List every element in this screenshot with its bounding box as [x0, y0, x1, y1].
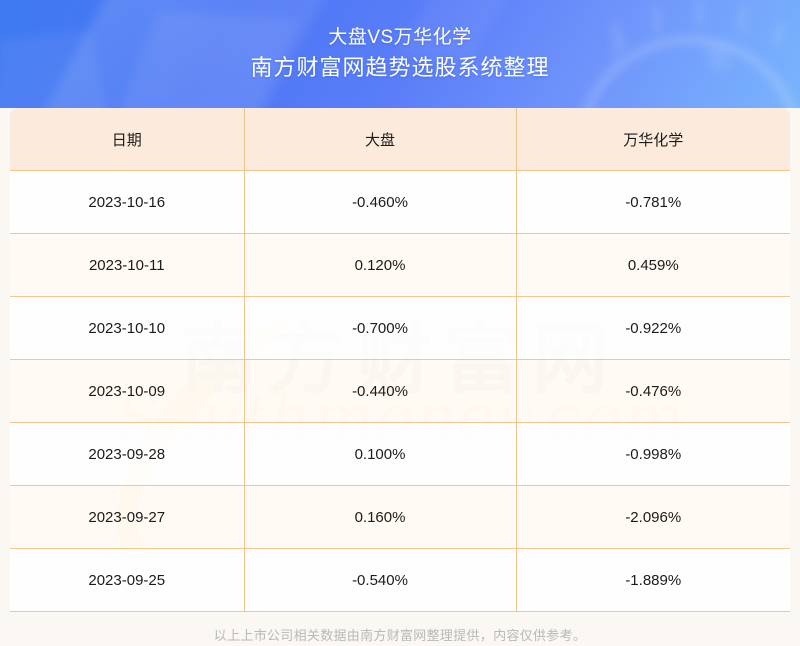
- cell-date: 2023-09-25: [10, 548, 245, 612]
- cell-stock: -1.889%: [516, 548, 790, 612]
- table-row: 2023-09-25 -0.540% -1.889%: [10, 548, 790, 612]
- table-row: 2023-10-10 -0.700% -0.922%: [10, 296, 790, 360]
- cell-date: 2023-10-16: [10, 170, 245, 234]
- cell-date: 2023-09-28: [10, 422, 245, 486]
- cell-date: 2023-10-10: [10, 296, 245, 360]
- disclaimer-text: 以上上市公司相关数据由南方财富网整理提供，内容仅供参考。: [213, 627, 587, 643]
- cell-date: 2023-10-09: [10, 359, 245, 423]
- cell-market: 0.120%: [244, 233, 517, 297]
- cell-stock: -0.922%: [516, 296, 790, 360]
- page-title: 大盘VS万华化学: [328, 26, 472, 48]
- cell-market: 0.100%: [244, 422, 517, 486]
- table-row: 2023-09-27 0.160% -2.096%: [10, 485, 790, 549]
- cell-market: -0.700%: [244, 296, 517, 360]
- table-container: 南方财富网 Southmoney.com 日期 大盘 万华化学 2023-10-…: [10, 108, 790, 612]
- cell-market: -0.440%: [244, 359, 517, 423]
- cell-market: -0.540%: [244, 548, 517, 612]
- table-row: 2023-10-16 -0.460% -0.781%: [10, 170, 790, 234]
- column-header-stock: 万华化学: [516, 108, 790, 171]
- column-header-date: 日期: [10, 108, 245, 171]
- cell-stock: 0.459%: [516, 233, 790, 297]
- page-header-banner: F 大盘VS万华化学 南方财富网趋势选股系统整理: [0, 0, 800, 108]
- page-footer: 以上上市公司相关数据由南方财富网整理提供，内容仅供参考。: [0, 612, 800, 646]
- page-subtitle: 南方财富网趋势选股系统整理: [250, 54, 550, 80]
- cell-date: 2023-10-11: [10, 233, 245, 297]
- table-header-row: 日期 大盘 万华化学: [10, 108, 790, 171]
- cell-market: 0.160%: [244, 485, 517, 549]
- cell-stock: -0.998%: [516, 422, 790, 486]
- cell-date: 2023-09-27: [10, 485, 245, 549]
- table-row: 2023-10-11 0.120% 0.459%: [10, 233, 790, 297]
- table-row: 2023-09-28 0.100% -0.998%: [10, 422, 790, 486]
- table-row: 2023-10-09 -0.440% -0.476%: [10, 359, 790, 423]
- column-header-market: 大盘: [244, 108, 517, 171]
- cell-stock: -0.781%: [516, 170, 790, 234]
- banner-title-block: 大盘VS万华化学 南方财富网趋势选股系统整理: [0, 0, 800, 108]
- cell-stock: -2.096%: [516, 485, 790, 549]
- table-body: 2023-10-16 -0.460% -0.781% 2023-10-11 0.…: [10, 170, 790, 612]
- cell-stock: -0.476%: [516, 359, 790, 423]
- table-head: 日期 大盘 万华化学: [10, 108, 790, 171]
- cell-market: -0.460%: [244, 170, 517, 234]
- comparison-table: 日期 大盘 万华化学 2023-10-16 -0.460% -0.781% 20…: [10, 108, 790, 612]
